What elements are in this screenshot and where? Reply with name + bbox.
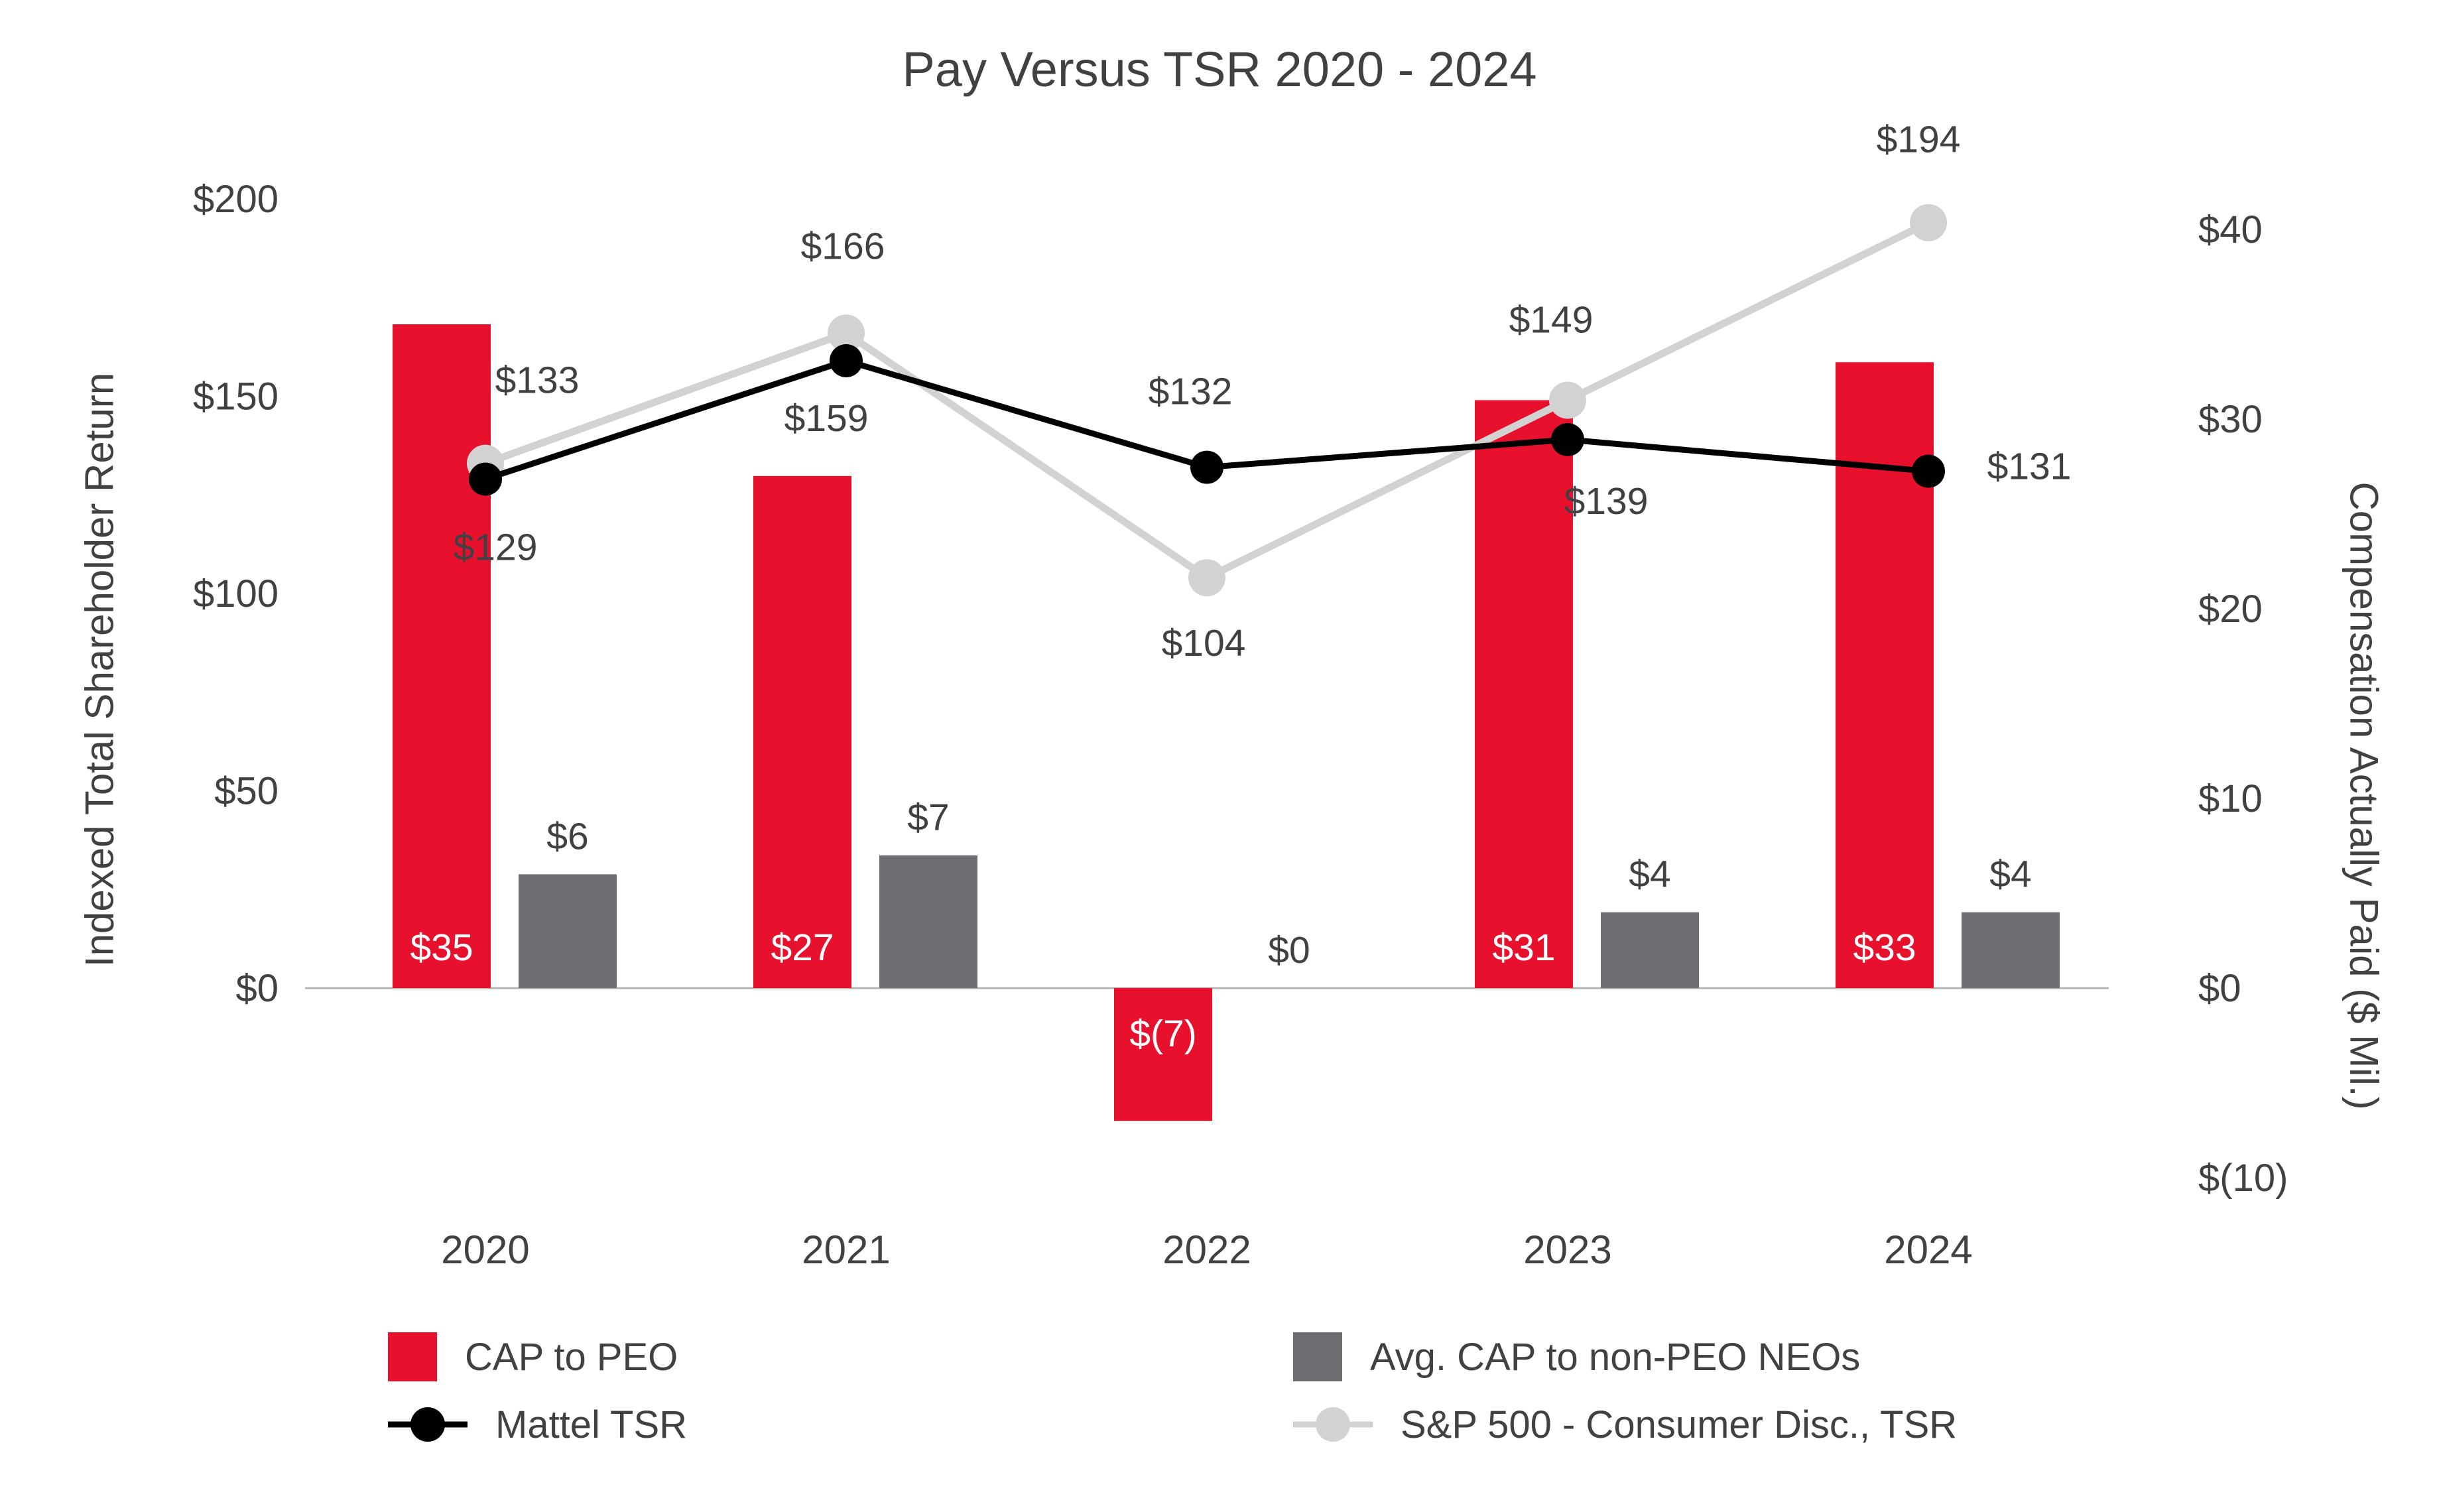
legend-item-sp500-tsr: S&P 500 - Consumer Disc., TSR xyxy=(1293,1399,1957,1450)
label-avg-cap-to-non-peo-neos-2021: $7 xyxy=(907,796,949,839)
x-axis-label-2022: 2022 xyxy=(1162,1228,1251,1272)
legend-item-cap-peo: CAP to PEO xyxy=(388,1332,1293,1382)
label-avg-cap-to-non-peo-neos-2020: $6 xyxy=(546,815,588,857)
legend-item-mattel-tsr: Mattel TSR xyxy=(388,1399,1293,1450)
label-avg-cap-to-non-peo-neos-2024: $4 xyxy=(1989,853,2031,896)
label-cap-to-peo-2023: $31 xyxy=(1492,926,1555,969)
bar-avg-cap-to-non-peo-neos-2020 xyxy=(519,874,617,988)
right-axis-tick: $(10) xyxy=(2198,1157,2288,1200)
label-mattel-tsr-2024: $131 xyxy=(1987,446,2072,488)
legend-item-non-peo-neos: Avg. CAP to non-PEO NEOs xyxy=(1293,1332,1957,1382)
bar-cap-to-peo-2023 xyxy=(1475,400,1573,988)
label-cap-to-peo-2022: $(7) xyxy=(1129,1013,1196,1055)
bar-cap-to-peo-2022 xyxy=(1114,988,1212,1121)
point-mattel-tsr-2023 xyxy=(1551,422,1584,456)
label-s-p-500-consumer-disc-tsr-2022: $104 xyxy=(1162,622,1246,664)
sp500-line-marker-icon xyxy=(1293,1403,1373,1446)
label-mattel-tsr-2021: $159 xyxy=(784,397,869,440)
point-mattel-tsr-2021 xyxy=(830,344,863,377)
chart-title: Pay Versus TSR 2020 - 2024 xyxy=(902,42,1537,97)
label-s-p-500-consumer-disc-tsr-2020: $133 xyxy=(495,359,580,402)
right-axis-tick: $40 xyxy=(2198,208,2263,251)
bar-avg-cap-to-non-peo-neos-2023 xyxy=(1601,912,1699,988)
right-axis-tick: $20 xyxy=(2198,588,2263,631)
point-s-p-500-consumer-disc-tsr-2023 xyxy=(1549,381,1586,419)
legend-label-sp500-tsr: S&P 500 - Consumer Disc., TSR xyxy=(1401,1403,1958,1446)
label-cap-to-peo-2020: $35 xyxy=(410,926,473,969)
right-axis-tick: $0 xyxy=(2198,967,2241,1010)
point-s-p-500-consumer-disc-tsr-2021 xyxy=(828,314,865,352)
label-mattel-tsr-2023: $139 xyxy=(1564,480,1649,523)
bar-cap-to-peo-2021 xyxy=(753,475,851,988)
x-axis-label-2024: 2024 xyxy=(1884,1228,1972,1272)
right-axis-tick: $10 xyxy=(2198,777,2263,820)
legend-column-right: Avg. CAP to non-PEO NEOs S&P 500 - Consu… xyxy=(1293,1332,1957,1450)
label-mattel-tsr-2022: $132 xyxy=(1149,371,1233,413)
point-mattel-tsr-2024 xyxy=(1912,454,1945,488)
legend-column-left: CAP to PEO Mattel TSR xyxy=(388,1332,1293,1450)
x-axis-label-2020: 2020 xyxy=(441,1228,529,1272)
point-s-p-500-consumer-disc-tsr-2024 xyxy=(1910,204,1947,241)
legend-label-non-peo-neos: Avg. CAP to non-PEO NEOs xyxy=(1370,1335,1861,1379)
bar-avg-cap-to-non-peo-neos-2021 xyxy=(879,855,977,988)
label-avg-cap-to-non-peo-neos-2023: $4 xyxy=(1629,853,1670,896)
legend-label-cap-peo: CAP to PEO xyxy=(465,1335,678,1379)
label-cap-to-peo-2021: $27 xyxy=(771,926,834,969)
left-axis-tick: $150 xyxy=(193,375,279,418)
label-cap-to-peo-2024: $33 xyxy=(1853,926,1916,969)
cap-peo-swatch-icon xyxy=(388,1332,437,1381)
bar-cap-to-peo-2020 xyxy=(393,324,491,988)
label-mattel-tsr-2020: $129 xyxy=(454,526,538,568)
x-axis-label-2021: 2021 xyxy=(802,1228,890,1272)
bar-cap-to-peo-2024 xyxy=(1836,362,1934,988)
point-s-p-500-consumer-disc-tsr-2022 xyxy=(1188,559,1225,597)
left-axis-tick: $200 xyxy=(193,178,279,221)
left-axis-tick: $50 xyxy=(214,770,279,813)
point-mattel-tsr-2022 xyxy=(1190,450,1223,484)
label-avg-cap-to-non-peo-neos-2022: $0 xyxy=(1268,929,1310,972)
label-s-p-500-consumer-disc-tsr-2024: $194 xyxy=(1877,119,1961,161)
x-axis-label-2023: 2023 xyxy=(1523,1228,1611,1272)
right-axis-tick: $30 xyxy=(2198,398,2263,441)
bar-avg-cap-to-non-peo-neos-2024 xyxy=(1962,912,2060,988)
left-axis-tick: $100 xyxy=(193,572,279,615)
label-s-p-500-consumer-disc-tsr-2021: $166 xyxy=(801,225,885,267)
label-s-p-500-consumer-disc-tsr-2023: $149 xyxy=(1509,298,1594,341)
chart-legend: CAP to PEO Mattel TSR Avg. CAP to non-PE… xyxy=(388,1332,1957,1450)
legend-label-mattel-tsr: Mattel TSR xyxy=(495,1403,688,1446)
mattel-line-marker-icon xyxy=(388,1403,468,1446)
point-mattel-tsr-2020 xyxy=(469,462,502,496)
non-peo-swatch-icon xyxy=(1293,1332,1342,1381)
left-axis-tick: $0 xyxy=(235,967,279,1010)
